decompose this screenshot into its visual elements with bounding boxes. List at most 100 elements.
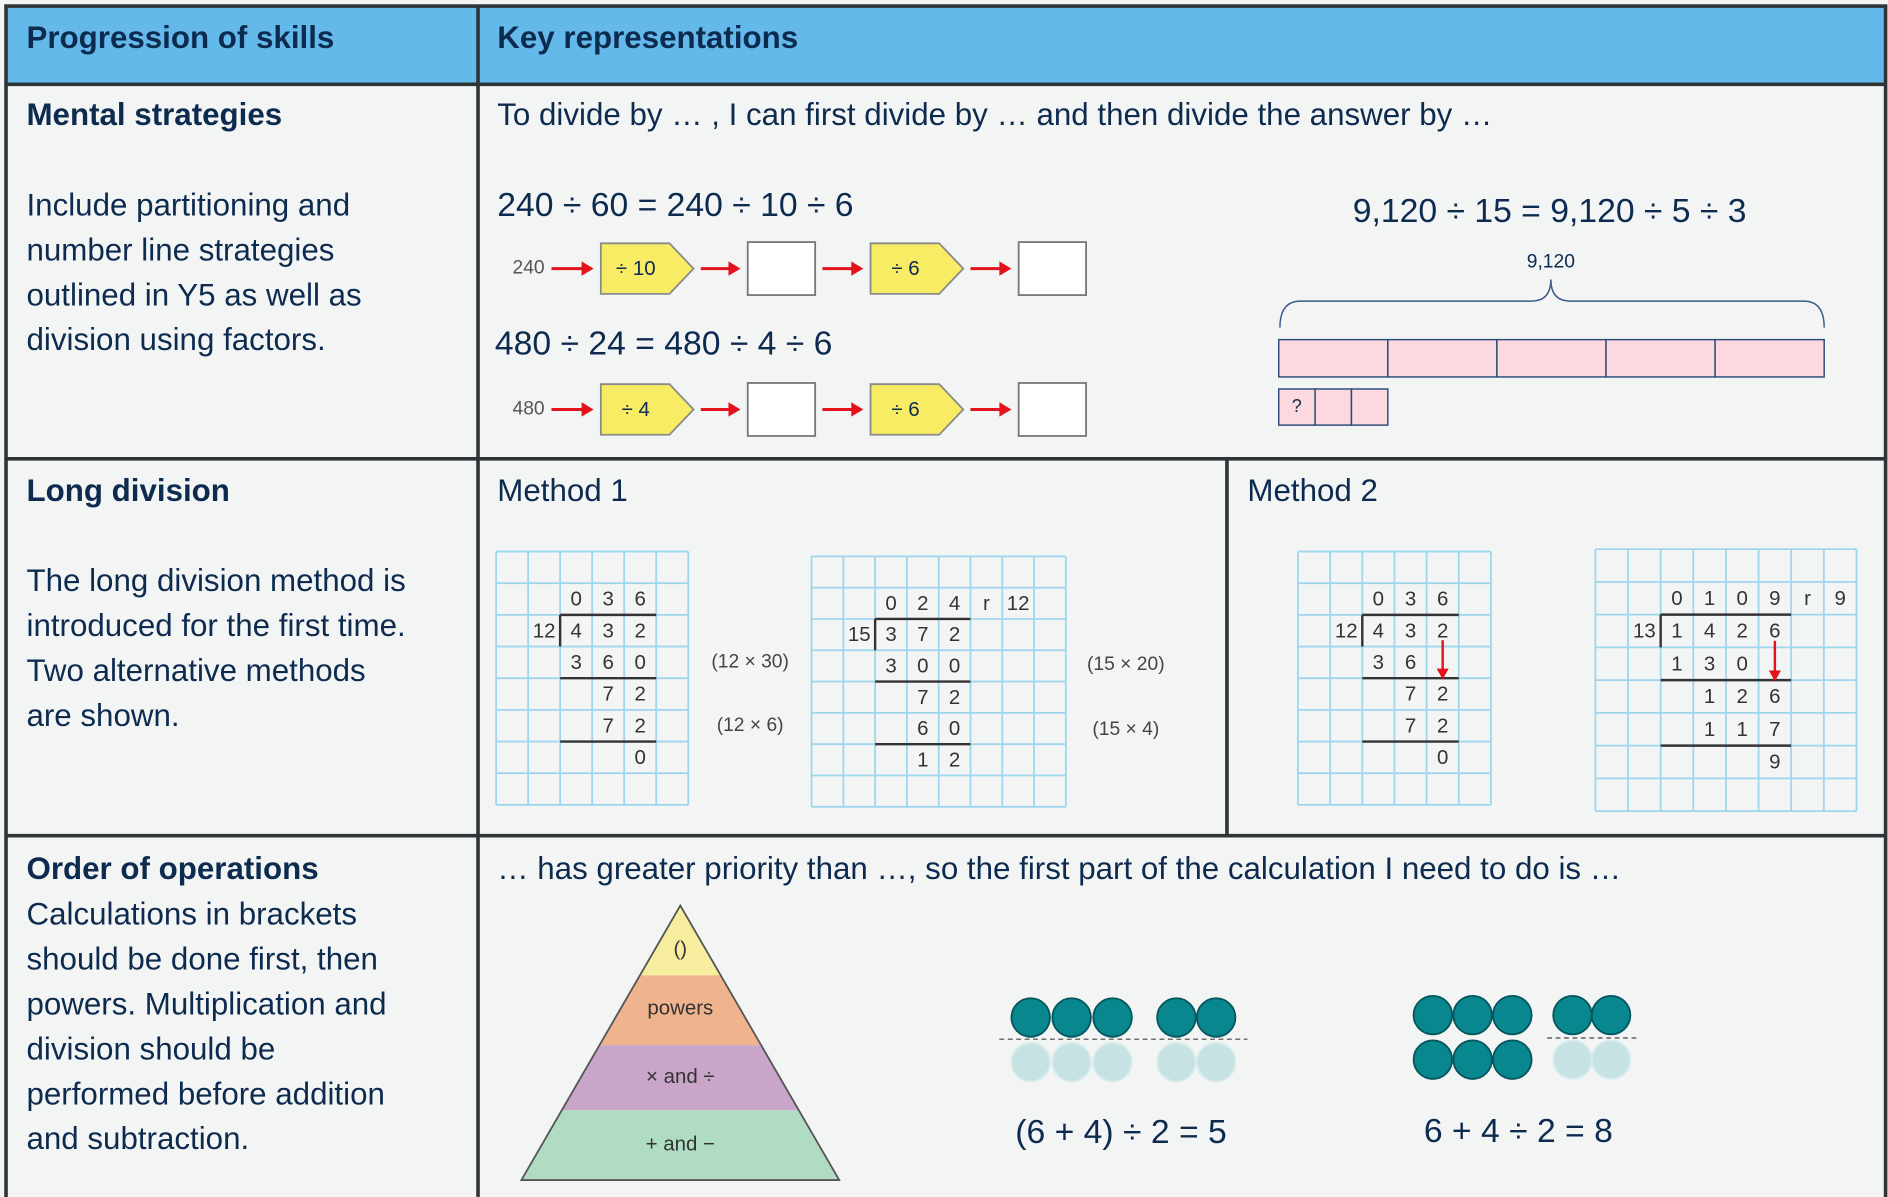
grid-digit: 0 [949, 655, 960, 678]
calculation-note: (15 × 4) [1092, 719, 1159, 740]
counter [1412, 994, 1454, 1036]
flow-step: ÷ 4 [622, 398, 650, 421]
grid-digit: 0 [635, 651, 646, 674]
row-description: powers. Multiplication and [26, 986, 386, 1021]
grid-digit: 12 [533, 619, 556, 642]
counter [1010, 997, 1051, 1038]
counter [1590, 1039, 1632, 1080]
grid-digit: 1 [1704, 685, 1715, 708]
brace [1279, 279, 1825, 328]
grid-digit: 7 [1405, 714, 1416, 737]
grid-digit: 4 [1704, 620, 1715, 643]
operation-tag [869, 383, 965, 436]
equation: (6 + 4) ÷ 2 = 5 [1015, 1113, 1226, 1151]
arrow-head [851, 261, 864, 276]
arrow-head [1768, 670, 1781, 682]
bar-segment [1714, 338, 1825, 378]
grid-digit: 3 [570, 651, 581, 674]
grid-digit: 2 [949, 686, 960, 709]
header-row [6, 6, 1886, 85]
flow-step: ÷ 10 [616, 257, 656, 280]
grid-digit: 6 [635, 588, 646, 611]
grid-digit: 1 [1671, 652, 1682, 675]
pyramid-label: + and − [646, 1133, 715, 1156]
outer-border [4, 4, 1888, 1197]
grid-digit: 2 [949, 748, 960, 771]
flow-step: ÷ 6 [891, 398, 919, 421]
grid-digit: 2 [635, 714, 646, 737]
arrow-head [728, 402, 741, 417]
answer-box [746, 382, 817, 437]
row-description: division should be [26, 1031, 275, 1066]
grid-digit: 0 [570, 588, 581, 611]
grid-digit: 1 [917, 748, 928, 771]
row-description: should be done first, then [26, 942, 377, 977]
calculation-note: (12 × 30) [711, 651, 789, 672]
counter [1195, 1041, 1237, 1083]
grid-digit: 12 [1335, 619, 1358, 642]
grid-digit: 2 [1737, 620, 1748, 643]
grid-digit: 3 [1373, 651, 1384, 674]
equation: 9,120 ÷ 15 = 9,120 ÷ 5 ÷ 3 [1353, 192, 1747, 230]
operation-tag [599, 242, 695, 295]
grid-digit: 3 [885, 623, 896, 646]
counter [1195, 997, 1237, 1038]
equation: 240 ÷ 60 = 240 ÷ 10 ÷ 6 [497, 186, 853, 224]
flow-start: 480 [513, 399, 545, 420]
pyramid-level [521, 1110, 840, 1181]
header-label: Progression of skills [26, 20, 334, 55]
grid-digit: 6 [1769, 685, 1780, 708]
bar-segment [1496, 338, 1607, 378]
pyramid-level [561, 1045, 799, 1111]
counter [1412, 1039, 1454, 1080]
table-borders [4, 4, 1888, 1197]
pyramid-level [639, 905, 721, 976]
bar-total: 9,120 [1527, 252, 1575, 273]
grid-digit: 9 [1834, 587, 1845, 610]
grid-digit: 3 [1405, 619, 1416, 642]
row-description: and subtraction. [26, 1121, 249, 1156]
grid-digit: 9 [1769, 587, 1780, 610]
pyramid-label: × and ÷ [646, 1065, 715, 1088]
grid-digit: 7 [917, 686, 928, 709]
row-description: are shown. [26, 698, 179, 733]
grid-digit: 0 [917, 655, 928, 678]
grid-digit: 2 [917, 592, 928, 615]
prompt: To divide by … , I can first divide by …… [497, 97, 1492, 132]
row-title: Order of operations [26, 851, 318, 886]
row-title: Long division [26, 473, 229, 508]
grid-digit: 2 [949, 623, 960, 646]
operation-tag [869, 242, 965, 295]
bar-segment [1350, 388, 1389, 426]
counter [1051, 997, 1092, 1038]
row-description: introduced for the first time. [26, 608, 405, 643]
counter [1552, 1039, 1593, 1080]
row-description: number line strategies [26, 232, 334, 267]
grid-digit: 2 [1437, 619, 1448, 642]
counter [1156, 997, 1197, 1038]
grid-digit: 7 [602, 714, 613, 737]
grid-digit: 9 [1769, 751, 1780, 774]
counter [1492, 994, 1533, 1036]
operation-tag [599, 383, 695, 436]
row-title: Mental strategies [26, 97, 282, 132]
grid-digit: r [983, 592, 990, 615]
arrow-head [999, 402, 1012, 417]
arrow-head [851, 402, 864, 417]
grid-digit: 0 [1737, 587, 1748, 610]
grid-digit: 3 [1704, 652, 1715, 675]
counter [1051, 1041, 1092, 1083]
grid-digit: 7 [1769, 718, 1780, 741]
equation: 6 + 4 ÷ 2 = 8 [1424, 1112, 1613, 1150]
counter [1092, 997, 1133, 1038]
arrow-head [1436, 668, 1449, 680]
grid-digit: 1 [1704, 587, 1715, 610]
grid-digit: 0 [1373, 588, 1384, 611]
counter [1010, 1041, 1051, 1083]
flow-start: 240 [513, 258, 545, 279]
grid-digit: 1 [1704, 718, 1715, 741]
method-title: Method 2 [1247, 473, 1378, 508]
bar-part: ? [1292, 396, 1302, 416]
grid-digit: 7 [917, 623, 928, 646]
